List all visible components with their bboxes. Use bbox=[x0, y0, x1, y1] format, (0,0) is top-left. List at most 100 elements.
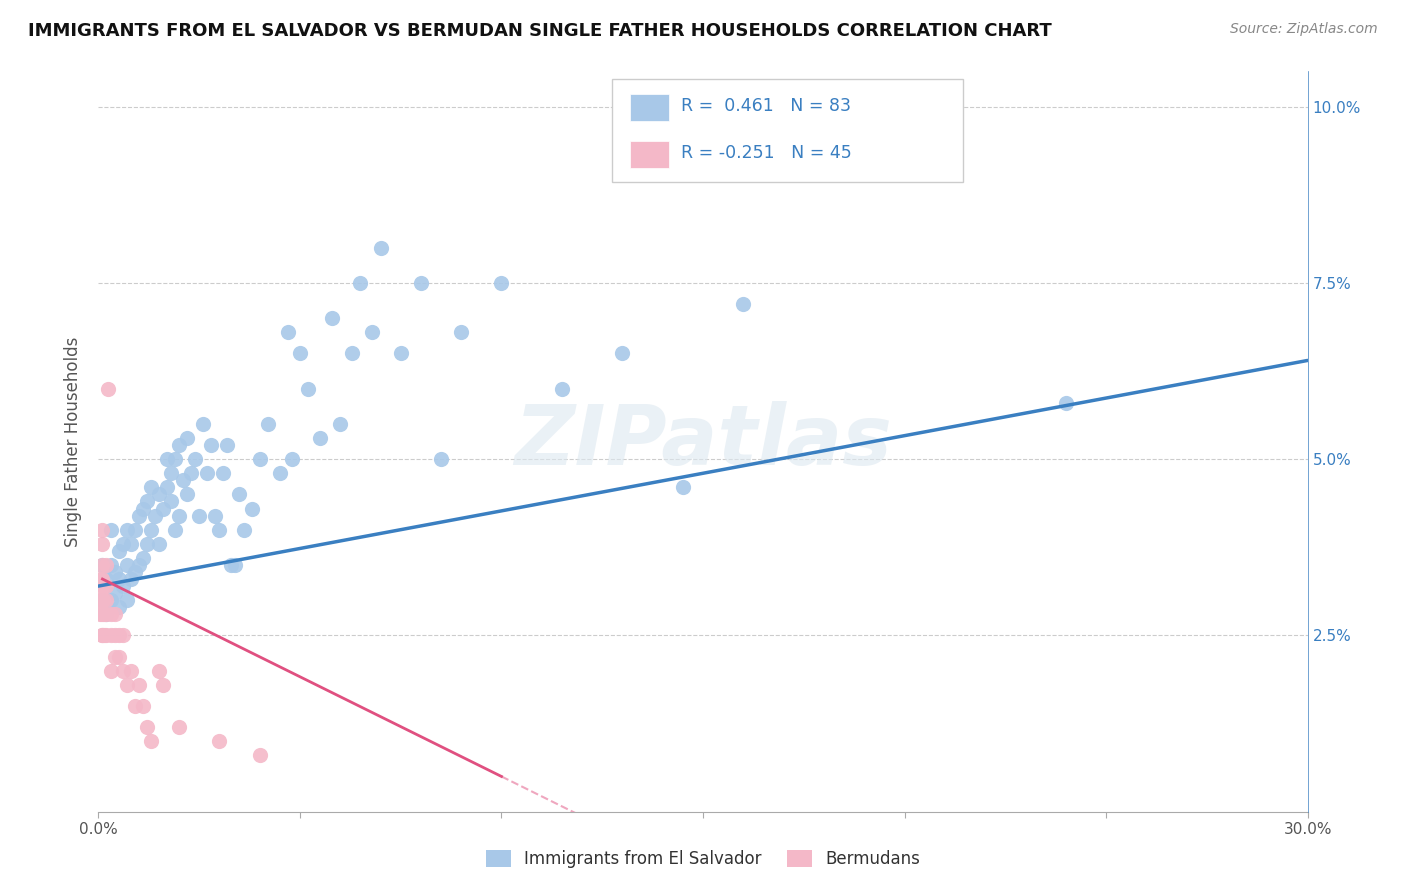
Point bbox=[120, 572, 142, 586]
Point bbox=[281, 452, 304, 467]
Point bbox=[733, 297, 755, 311]
Point bbox=[256, 417, 278, 431]
Text: Source: ZipAtlas.com: Source: ZipAtlas.com bbox=[1230, 22, 1378, 37]
Point bbox=[232, 523, 254, 537]
Point bbox=[91, 593, 114, 607]
Point bbox=[96, 572, 118, 586]
Point bbox=[249, 748, 271, 763]
Point bbox=[450, 325, 472, 339]
Point bbox=[124, 523, 146, 537]
Point bbox=[91, 607, 114, 622]
Point bbox=[167, 508, 190, 523]
Point bbox=[107, 572, 129, 586]
Point bbox=[120, 664, 142, 678]
Point bbox=[100, 664, 122, 678]
Point bbox=[91, 537, 114, 551]
Point bbox=[91, 558, 114, 572]
Point bbox=[342, 346, 364, 360]
FancyBboxPatch shape bbox=[630, 141, 669, 168]
Point bbox=[297, 382, 319, 396]
Point bbox=[91, 628, 114, 642]
Point bbox=[107, 600, 129, 615]
Point bbox=[89, 593, 111, 607]
Point bbox=[103, 607, 125, 622]
Point bbox=[89, 572, 111, 586]
Point bbox=[139, 523, 162, 537]
Point bbox=[160, 467, 183, 481]
Point bbox=[139, 734, 162, 748]
Point bbox=[111, 664, 134, 678]
Point bbox=[115, 593, 138, 607]
Point bbox=[240, 501, 263, 516]
Point bbox=[91, 523, 114, 537]
Point bbox=[115, 678, 138, 692]
Text: ZIPatlas: ZIPatlas bbox=[515, 401, 891, 482]
Point bbox=[167, 720, 190, 734]
Point bbox=[96, 558, 118, 572]
Point bbox=[135, 537, 157, 551]
Point bbox=[128, 558, 150, 572]
Point bbox=[163, 452, 186, 467]
Point bbox=[107, 649, 129, 664]
Point bbox=[90, 628, 112, 642]
Point bbox=[100, 628, 122, 642]
Point bbox=[208, 523, 231, 537]
Point bbox=[91, 593, 114, 607]
Point bbox=[91, 593, 114, 607]
Point bbox=[167, 438, 190, 452]
Text: IMMIGRANTS FROM EL SALVADOR VS BERMUDAN SINGLE FATHER HOUSEHOLDS CORRELATION CHA: IMMIGRANTS FROM EL SALVADOR VS BERMUDAN … bbox=[28, 22, 1052, 40]
Point bbox=[96, 593, 118, 607]
Point bbox=[249, 452, 271, 467]
Point bbox=[115, 523, 138, 537]
Point bbox=[111, 628, 134, 642]
Point bbox=[91, 579, 114, 593]
Point bbox=[321, 311, 343, 326]
Point bbox=[103, 649, 125, 664]
Point bbox=[184, 452, 207, 467]
Point bbox=[188, 508, 211, 523]
Point bbox=[195, 467, 218, 481]
Point bbox=[115, 558, 138, 572]
Point bbox=[156, 452, 179, 467]
Point bbox=[93, 628, 115, 642]
Point bbox=[128, 508, 150, 523]
Point bbox=[89, 579, 111, 593]
Point bbox=[176, 487, 198, 501]
Point bbox=[224, 558, 246, 572]
Text: R = -0.251   N = 45: R = -0.251 N = 45 bbox=[682, 144, 852, 161]
Point bbox=[200, 438, 222, 452]
Point bbox=[349, 276, 371, 290]
Point bbox=[107, 628, 129, 642]
Point bbox=[132, 698, 155, 713]
Point bbox=[204, 508, 226, 523]
Point bbox=[103, 565, 125, 579]
Point bbox=[100, 523, 122, 537]
Point bbox=[309, 431, 332, 445]
Point bbox=[217, 438, 239, 452]
Point bbox=[430, 452, 453, 467]
Point bbox=[163, 523, 186, 537]
Point bbox=[135, 494, 157, 508]
Point bbox=[132, 501, 155, 516]
Point bbox=[409, 276, 432, 290]
Point bbox=[96, 579, 118, 593]
Point bbox=[370, 241, 392, 255]
Point bbox=[176, 431, 198, 445]
Point bbox=[1054, 396, 1077, 410]
Point bbox=[91, 572, 114, 586]
Point bbox=[148, 487, 170, 501]
Point bbox=[139, 480, 162, 494]
Point bbox=[208, 734, 231, 748]
Point bbox=[111, 579, 134, 593]
Point bbox=[288, 346, 311, 360]
FancyBboxPatch shape bbox=[630, 95, 669, 121]
Point bbox=[152, 678, 174, 692]
Point bbox=[160, 494, 183, 508]
FancyBboxPatch shape bbox=[613, 78, 963, 183]
Point bbox=[100, 558, 122, 572]
Point bbox=[103, 628, 125, 642]
Point bbox=[221, 558, 243, 572]
Point bbox=[91, 558, 114, 572]
Point bbox=[120, 537, 142, 551]
Point bbox=[269, 467, 291, 481]
